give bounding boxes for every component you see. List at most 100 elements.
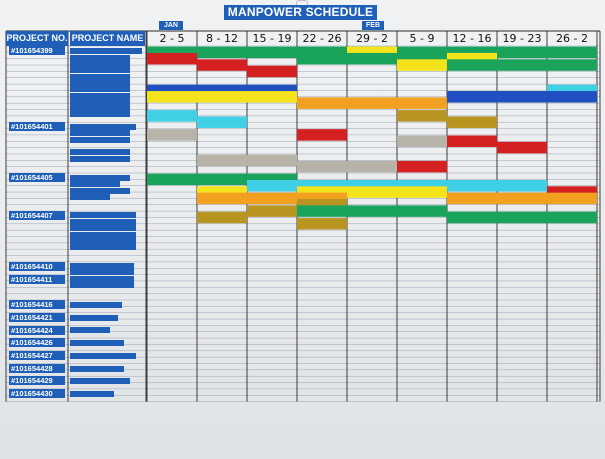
project-name-strip [70, 67, 130, 73]
week-label: 19 - 23 [502, 32, 542, 45]
project-number: #101654416 [9, 300, 65, 309]
project-number: #101654426 [9, 338, 65, 347]
schedule-bar [447, 59, 597, 71]
project-name-strip [70, 212, 136, 218]
project-number: #101654427 [9, 351, 65, 360]
project-name-strip [70, 269, 134, 275]
schedule-bar [147, 84, 297, 97]
page-title: MANPOWER SCHEDULE [224, 5, 377, 20]
project-name-strip [70, 156, 130, 162]
project-name-strip [70, 302, 122, 308]
project-name-strip [70, 263, 134, 269]
week-label: 15 - 19 [252, 32, 292, 45]
project-number: #101654429 [9, 376, 65, 385]
project-number: #101654410 [9, 262, 65, 271]
project-name-strip [70, 48, 142, 54]
schedule-bar [197, 186, 247, 198]
project-number: #101654407 [9, 211, 65, 220]
project-name-strip [70, 225, 136, 231]
week-label: 5 - 9 [409, 32, 435, 45]
schedule-bar [447, 192, 597, 205]
project-name-strip [70, 124, 136, 130]
project-name-strip [70, 93, 130, 99]
project-name-strip [70, 105, 130, 111]
project-name-strip [70, 175, 130, 181]
project-name-strip [70, 315, 118, 321]
schedule-bar [297, 218, 347, 230]
project-name-strip [70, 181, 120, 187]
schedule-bar [397, 59, 447, 71]
project-name-strip [70, 327, 110, 333]
schedule-bar [247, 205, 297, 217]
project-name-strip [70, 99, 130, 105]
project-number: #101654399 [9, 46, 65, 55]
project-number: #101654401 [9, 122, 65, 131]
schedule-bar [447, 91, 597, 103]
week-label: 29 - 2 [356, 32, 388, 45]
schedule-bar [147, 129, 197, 141]
project-name-header: PROJECT NAME [70, 31, 145, 46]
project-name-strip [70, 149, 130, 155]
project-name-strip [70, 340, 124, 346]
project-name-strip [70, 219, 136, 225]
project-name-strip [70, 130, 130, 136]
project-number: #101654405 [9, 173, 65, 182]
project-name-strip [70, 366, 124, 372]
schedule-bar [397, 135, 447, 147]
project-name-strip [70, 282, 134, 288]
schedule-bar [297, 199, 347, 211]
schedule-bar [147, 173, 297, 186]
schedule-bar [197, 59, 247, 71]
schedule-bar [147, 91, 297, 103]
project-number: #101654421 [9, 313, 65, 322]
schedule-bar [297, 186, 447, 198]
month-label-jan: JAN [159, 21, 183, 30]
project-name-strip [70, 74, 130, 80]
schedule-bar [547, 186, 597, 198]
schedule-bar [197, 211, 247, 224]
project-name-strip [70, 111, 130, 117]
project-name-strip [70, 391, 114, 397]
month-label-feb: FEB [362, 21, 384, 30]
week-label: 8 - 12 [206, 32, 238, 45]
project-name-strip [70, 194, 110, 200]
schedule-bar [447, 116, 497, 128]
project-name-strip [70, 188, 130, 194]
schedule-bar [297, 129, 347, 141]
project-name-strip [70, 137, 130, 143]
schedule-bar [447, 211, 597, 224]
schedule-bar [247, 179, 547, 192]
project-name-strip [70, 86, 130, 92]
schedule-bar [197, 192, 347, 205]
project-name-strip [70, 378, 130, 384]
schedule-bar [297, 205, 447, 217]
schedule-bar [147, 52, 197, 65]
schedule-bar [147, 46, 297, 59]
schedule-bar [297, 46, 597, 59]
project-name-strip [70, 232, 136, 238]
project-number: #101654424 [9, 326, 65, 335]
schedule-bar [547, 84, 597, 97]
project-name-strip [70, 55, 130, 61]
project-name-strip [70, 238, 136, 244]
schedule-bar [297, 52, 447, 65]
project-name-strip [70, 276, 134, 282]
project-name-strip [70, 61, 130, 67]
week-label: 12 - 16 [452, 32, 492, 45]
project-number: #101654430 [9, 389, 65, 398]
project-no-header: PROJECT NO. [6, 31, 68, 46]
schedule-bar [347, 46, 397, 59]
schedule-bar [297, 97, 447, 109]
schedule-bar [447, 52, 497, 65]
project-name-strip [70, 244, 136, 250]
schedule-bar [147, 110, 197, 122]
schedule-bar [197, 116, 247, 128]
project-number: #101654411 [9, 275, 65, 284]
schedule-bar [397, 160, 447, 173]
schedule-bar [397, 110, 447, 122]
schedule-bar [247, 65, 297, 78]
project-number: #101654428 [9, 364, 65, 373]
week-label: 26 - 2 [556, 32, 588, 45]
